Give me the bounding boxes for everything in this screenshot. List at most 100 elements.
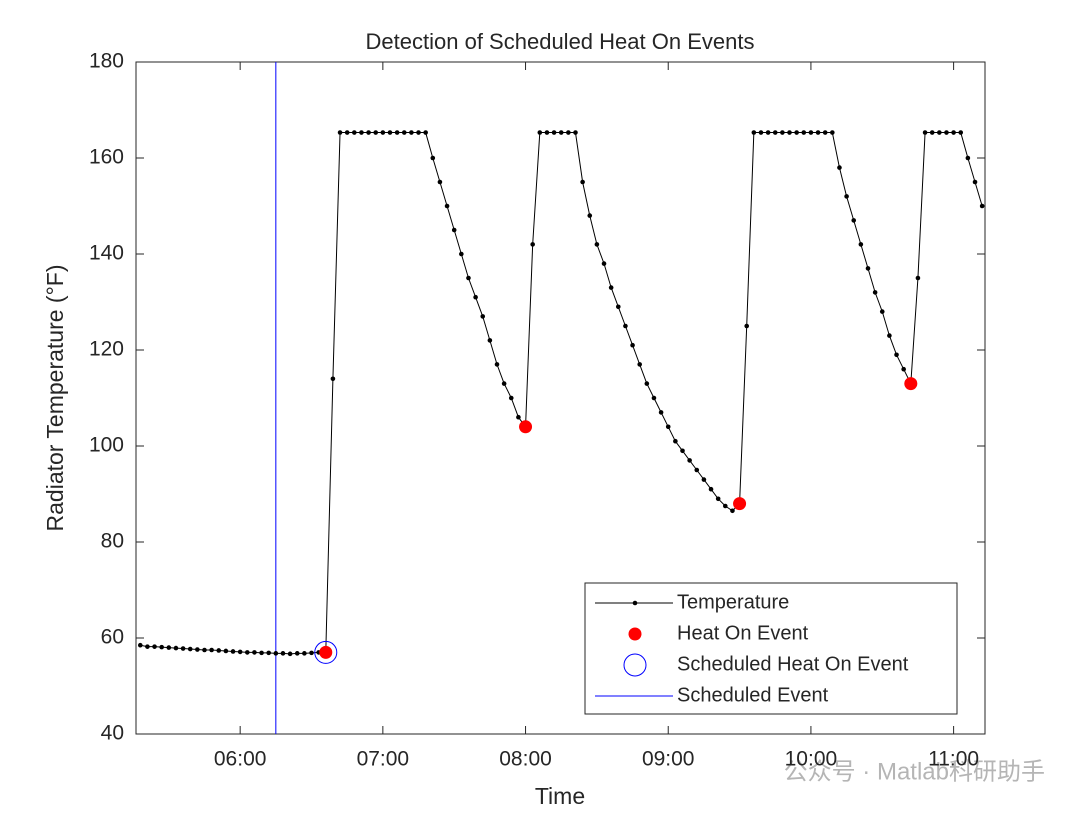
temperature-point xyxy=(787,130,792,135)
temperature-point xyxy=(145,644,150,649)
temperature-point xyxy=(673,438,678,444)
heat-on-point xyxy=(904,377,918,391)
temperature-point xyxy=(965,155,971,161)
temperature-point xyxy=(858,242,864,247)
temperature-point xyxy=(815,130,821,135)
temperature-point xyxy=(387,130,393,135)
y-tick-label: 120 xyxy=(89,338,124,361)
temperature-point xyxy=(330,376,336,382)
temperature-point xyxy=(830,130,835,135)
temperature-point xyxy=(972,179,978,185)
y-tick-label: 140 xyxy=(89,242,124,265)
x-tick-label: 07:00 xyxy=(357,748,410,771)
temperature-point xyxy=(844,194,849,199)
temperature-point xyxy=(209,647,214,653)
temperature-point xyxy=(294,651,300,656)
temperature-point xyxy=(195,647,200,652)
temperature-point xyxy=(744,323,750,329)
heat-on-point xyxy=(319,645,333,659)
temperature-point xyxy=(152,644,157,649)
temperature-point xyxy=(594,242,600,247)
y-tick-label: 180 xyxy=(89,50,124,73)
plot-group xyxy=(137,62,985,734)
temperature-point xyxy=(480,314,486,319)
temperature-point xyxy=(187,646,193,652)
temperature-point xyxy=(344,130,350,135)
temperature-point xyxy=(979,203,985,209)
temperature-point xyxy=(851,218,857,223)
temperature-point xyxy=(180,646,186,651)
temperature-point xyxy=(366,130,371,135)
temperature-point xyxy=(623,323,628,329)
temperature-point xyxy=(280,651,286,656)
temperature-point xyxy=(309,650,314,656)
temperature-point xyxy=(137,642,143,648)
y-axis-label: Radiator Temperature (°F) xyxy=(42,265,68,532)
temperature-point xyxy=(837,165,842,170)
temperature-point xyxy=(459,251,464,257)
temperature-point xyxy=(944,130,949,135)
temperature-point xyxy=(337,130,343,135)
temperature-point xyxy=(694,467,700,473)
temperature-point xyxy=(501,381,507,386)
temperature-point xyxy=(937,130,942,135)
temperature-point xyxy=(701,477,707,482)
temperature-point xyxy=(487,338,493,343)
temperature-point xyxy=(644,381,650,386)
y-tick-label: 60 xyxy=(101,626,124,649)
temperature-point xyxy=(958,130,964,135)
temperature-point xyxy=(765,130,771,135)
temperature-point xyxy=(658,410,664,415)
temperature-point xyxy=(444,203,450,209)
temperature-point xyxy=(901,366,906,372)
temperature-point xyxy=(359,130,364,135)
legend-box xyxy=(584,582,958,715)
temperature-point xyxy=(273,651,279,656)
legend-label: Scheduled Event xyxy=(677,684,829,706)
temperature-point xyxy=(772,130,778,135)
temperature-point xyxy=(715,496,721,502)
temperature-point xyxy=(516,414,521,420)
temperature-point xyxy=(551,130,557,135)
temperature-point xyxy=(822,130,828,135)
temperature-point xyxy=(894,352,899,358)
temperature-point xyxy=(159,644,164,650)
temperature-point xyxy=(394,130,400,135)
temperature-point xyxy=(259,650,264,656)
temperature-point xyxy=(637,362,642,367)
temperature-point xyxy=(915,275,921,281)
temperature-point xyxy=(302,651,307,656)
temperature-point xyxy=(173,645,179,651)
temperature-point xyxy=(630,342,635,348)
temperature-point xyxy=(687,458,692,463)
temperature-point xyxy=(544,130,550,135)
temperature-point xyxy=(608,285,614,290)
legend: Temperature Heat On Event Scheduled Heat O… xyxy=(584,582,958,715)
x-tick-label: 08:00 xyxy=(499,748,552,771)
temperature-point xyxy=(723,503,728,509)
temperature-point xyxy=(423,130,428,135)
x-tick-label: 06:00 xyxy=(214,748,267,771)
axes-group: 40 60 80 100 120 140 160 180 06:00 07:00 08:00 09:0… xyxy=(89,50,985,771)
legend-swatch xyxy=(632,600,638,606)
temperature-point xyxy=(929,130,935,135)
temperature-point xyxy=(573,130,578,135)
x-tick-label: 11:00 xyxy=(928,748,979,771)
temperature-point xyxy=(865,266,871,271)
temperature-point xyxy=(202,647,207,653)
temperature-point xyxy=(466,275,471,281)
temperature-point xyxy=(237,649,243,655)
temperature-point xyxy=(566,130,571,135)
temperature-point xyxy=(751,130,757,135)
legend-label: Heat On Event xyxy=(677,622,809,644)
watermark: 公众号 · Matlab科研助手 xyxy=(784,758,1045,785)
scheduled-point xyxy=(314,640,338,664)
y-tick-label: 40 xyxy=(101,722,124,745)
temperature-point xyxy=(558,130,564,135)
temperature-point xyxy=(537,130,543,135)
temperature-point xyxy=(730,508,735,514)
temperature-point xyxy=(530,242,535,247)
temperature-point xyxy=(780,130,785,135)
temperature-point xyxy=(615,304,621,310)
temperature-point xyxy=(430,155,436,161)
